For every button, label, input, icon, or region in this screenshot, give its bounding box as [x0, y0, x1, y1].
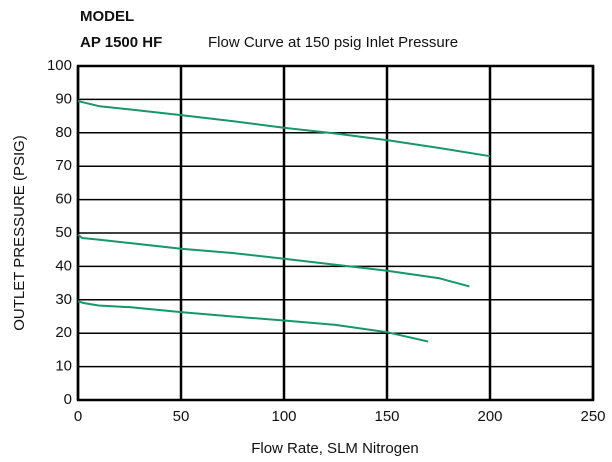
x-tick-label: 150 [374, 408, 399, 425]
model: AP 1500 HF [80, 34, 162, 51]
y-tick-label: 80 [55, 124, 72, 141]
y-axis-label: OUTLET PRESSURE (PSIG) [11, 135, 28, 331]
x-tick-label: 50 [173, 408, 190, 425]
y-tick-label: 70 [55, 157, 72, 174]
x-tick-label: 100 [271, 408, 296, 425]
chart-title: Flow Curve at 150 psig Inlet Pressure [208, 34, 458, 51]
y-tick-label: 0 [64, 391, 72, 408]
y-tick-label: 60 [55, 191, 72, 208]
y-tick-label: 90 [55, 90, 72, 107]
flow-curve [77, 233, 470, 288]
y-tick-label: 100 [47, 57, 72, 74]
y-tick-label: 10 [55, 358, 72, 375]
x-tick-label: 0 [74, 408, 82, 425]
x-tick-label: 250 [580, 408, 605, 425]
x-tick-label: 200 [477, 408, 502, 425]
plot-frame [76, 64, 595, 402]
flow-curve [77, 300, 429, 343]
y-tick-label: 30 [55, 291, 72, 308]
y-tick-label: 20 [55, 324, 72, 341]
y-tick-label: 50 [55, 224, 72, 241]
model-label: MODEL [80, 8, 134, 25]
x-axis-label: Flow Rate, SLM Nitrogen [251, 440, 419, 457]
flow-curve [77, 100, 491, 158]
y-tick-label: 40 [55, 257, 72, 274]
